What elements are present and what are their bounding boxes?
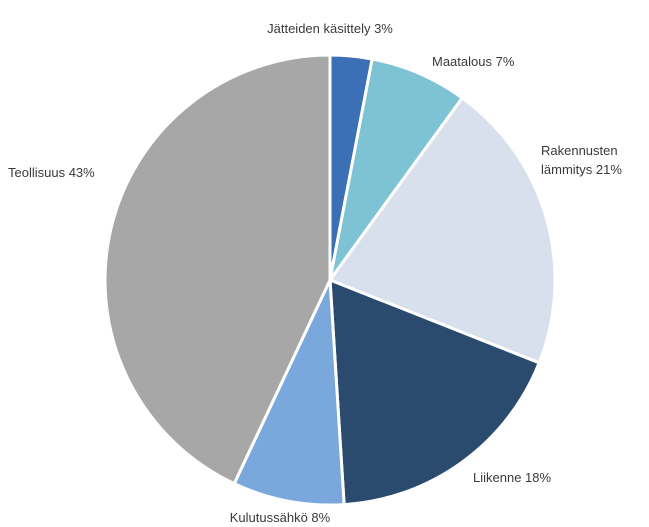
slice-label-line: Jätteiden käsittely 3%	[267, 21, 393, 36]
slice-label-3: Rakennusten lämmitys 21%	[541, 143, 622, 177]
slice-label-6: Teollisuus 43%	[8, 165, 95, 180]
pie-slice-3	[328, 96, 557, 365]
slice-label-line: lämmitys 21%	[541, 162, 622, 177]
slice-label-line: Kulutussähkö 8%	[230, 510, 331, 525]
pie-slices	[103, 53, 557, 507]
slice-label-2: Maatalous 7%	[432, 54, 515, 69]
pie-slice-4	[328, 278, 541, 507]
pie-slice-5	[232, 278, 346, 507]
slice-label-line: Teollisuus 43%	[8, 165, 95, 180]
slice-label-1: Jätteiden käsittely 3%	[267, 21, 393, 36]
slice-label-line: Liikenne 18%	[473, 470, 551, 485]
slice-label-5: Kulutussähkö 8%	[230, 510, 331, 525]
pie-slice-6	[103, 53, 332, 486]
slice-label-line: Rakennusten	[541, 143, 618, 158]
slice-labels: Jätteiden käsittely 3% Maatalous 7% Rakenn…	[8, 21, 622, 525]
slice-label-4: Liikenne 18%	[473, 470, 551, 485]
slice-label-line: Maatalous 7%	[432, 54, 515, 69]
